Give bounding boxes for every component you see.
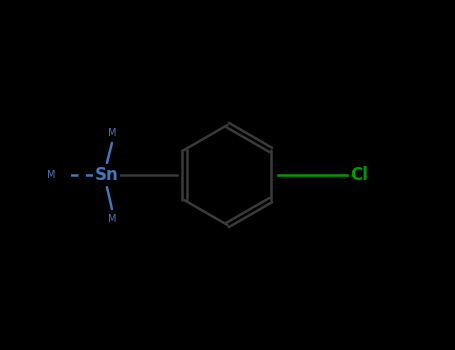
Text: M: M: [108, 128, 116, 138]
Text: Cl: Cl: [350, 166, 369, 184]
Text: Sn: Sn: [95, 166, 119, 184]
Text: M: M: [47, 170, 55, 180]
Text: M: M: [108, 214, 116, 224]
